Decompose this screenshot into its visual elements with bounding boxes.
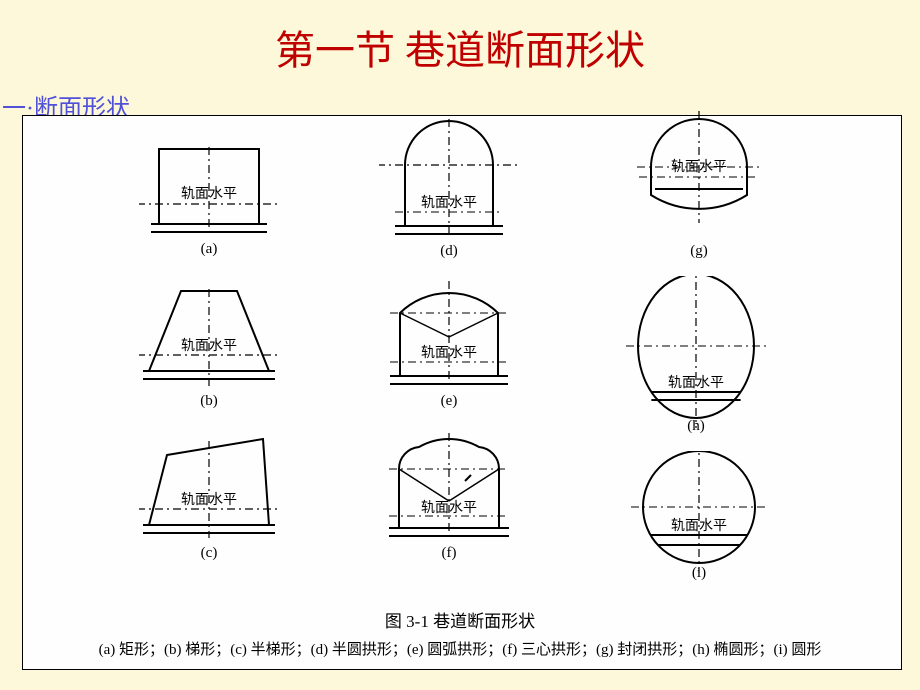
- shape-a: 轨面水平 (a): [139, 139, 279, 259]
- page-title: 第一节 巷道断面形状: [0, 18, 920, 76]
- shape-i: 轨面水平 (i): [629, 451, 769, 583]
- svg-text:轨面水平: 轨面水平: [181, 492, 237, 508]
- svg-text:轨面水平: 轨面水平: [421, 195, 477, 211]
- figure-caption: 图 3-1 巷道断面形状: [0, 607, 920, 632]
- svg-text:轨面水平: 轨面水平: [671, 159, 727, 175]
- svg-text:轨面水平: 轨面水平: [421, 500, 477, 516]
- figure-legend: (a) 矩形；(b) 梯形；(c) 半梯形；(d) 半圆拱形；(e) 圆弧拱形；…: [0, 638, 920, 659]
- shape-letter-f: (f): [379, 545, 519, 562]
- shape-letter-e: (e): [379, 393, 519, 410]
- figure-panel: 轨面水平(a) 轨面水平(b) 轨面水平(c) 轨面水平(d) 轨面水平(e) …: [22, 115, 902, 670]
- shape-e: 轨面水平 (e): [379, 281, 519, 411]
- shape-c: 轨面水平 (c): [139, 433, 279, 563]
- svg-text:轨面水平: 轨面水平: [181, 338, 237, 354]
- shape-letter-c: (c): [139, 545, 279, 562]
- shape-d: 轨面水平 (d): [379, 111, 519, 261]
- svg-text:轨面水平: 轨面水平: [668, 375, 724, 391]
- svg-text:轨面水平: 轨面水平: [671, 518, 727, 534]
- shape-h: 轨面水平 (h): [621, 276, 771, 436]
- shape-letter-a: (a): [139, 241, 279, 258]
- svg-text:轨面水平: 轨面水平: [421, 345, 477, 361]
- shape-letter-i: (i): [629, 565, 769, 582]
- shape-b: 轨面水平 (b): [139, 281, 279, 411]
- shape-g: 轨面水平 (g): [629, 111, 769, 261]
- svg-text:轨面水平: 轨面水平: [181, 186, 237, 202]
- shape-f: 轨面水平 (f): [379, 433, 519, 563]
- shape-letter-h: (h): [621, 418, 771, 435]
- shape-letter-b: (b): [139, 393, 279, 410]
- shape-letter-d: (d): [379, 243, 519, 260]
- shape-letter-g: (g): [629, 243, 769, 260]
